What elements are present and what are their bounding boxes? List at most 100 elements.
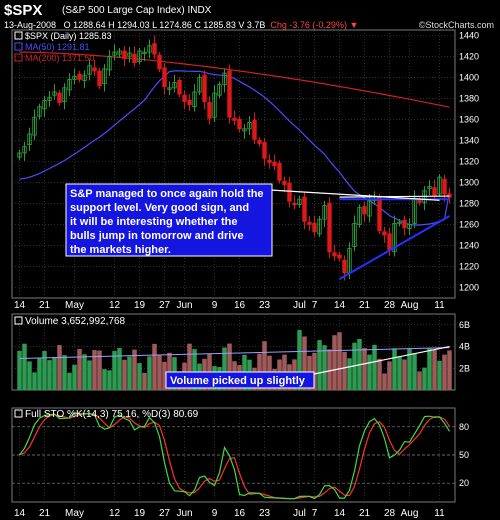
volume-bar: [377, 358, 382, 390]
candle-body: [287, 182, 292, 202]
volume-bar: [407, 348, 412, 390]
volume-bar: [332, 335, 337, 390]
volume-bar: [317, 340, 322, 390]
candle-body: [132, 53, 137, 64]
candle-body: [77, 73, 82, 80]
volume-bar: [302, 336, 307, 390]
candle-body: [167, 87, 172, 90]
volume-bar: [397, 356, 402, 390]
candle-body: [97, 70, 102, 87]
candle-body: [142, 51, 147, 55]
volume-bar: [312, 352, 317, 390]
candle-body: [162, 67, 167, 88]
price-legend-entry: MA(50) 1291.81: [25, 42, 90, 52]
price-annotation-text: the markets higher.: [70, 244, 171, 256]
price-y-tick-label: 1300: [459, 177, 479, 187]
volume-bar: [122, 359, 127, 390]
candle-body: [237, 118, 242, 130]
x-tick-label-bottom: 23: [259, 508, 271, 519]
quote-change: Chg -3.76 (-0.29%) ▼: [270, 20, 359, 30]
volume-bar: [362, 348, 367, 390]
price-panel: [11, 29, 456, 299]
x-tick-label-bottom: Jul: [293, 508, 306, 519]
candle-body: [262, 142, 267, 159]
volume-bar: [402, 359, 407, 390]
candle-body: [417, 199, 422, 203]
price-legend-entry: $SPX (Daily) 1285.83: [25, 31, 112, 41]
candle-body: [57, 92, 62, 103]
candle-body: [127, 52, 132, 57]
price-y-tick-label: 1380: [459, 93, 479, 103]
x-tick-label-top: 9: [212, 300, 218, 311]
volume-bar: [192, 349, 197, 390]
candle-body: [47, 96, 52, 101]
x-tick-label-bottom: 28: [384, 508, 396, 519]
candle-body: [22, 146, 27, 154]
price-annotation-box: [65, 183, 273, 257]
volume-bar: [57, 345, 62, 390]
x-tick-label-top: Jul: [293, 300, 306, 311]
price-y-tick-label: 1200: [459, 282, 479, 292]
x-tick-label-top: May: [65, 300, 84, 311]
sto-y-tick-label: 20: [459, 478, 469, 488]
sto-legend: Full STO %K(14,3) 75.16, %D(3) 80.69: [25, 409, 199, 420]
price-y-tick-label: 1240: [459, 240, 479, 250]
volume-bar: [132, 349, 137, 390]
candle-body: [202, 74, 207, 102]
candle-body: [187, 99, 192, 106]
volume-bar: [87, 360, 92, 390]
stockcharts-credit: ©StockCharts.com: [418, 20, 494, 30]
candle-body: [207, 102, 212, 119]
candle-body: [67, 78, 72, 91]
candle-body: [112, 51, 117, 56]
volume-bar: [67, 372, 72, 390]
candle-body: [27, 133, 32, 146]
candle-body: [307, 221, 312, 225]
x-tick-label-bottom: 19: [134, 508, 146, 519]
candle-body: [137, 50, 142, 62]
candle-body: [172, 82, 177, 89]
candle-body: [62, 87, 67, 102]
candle-body: [117, 50, 122, 55]
volume-bar: [427, 348, 432, 390]
volume-bar: [432, 349, 437, 390]
price-y-tick-label: 1260: [459, 219, 479, 229]
legend-swatch: [14, 31, 23, 40]
candle-body: [182, 94, 187, 102]
x-tick-label-bottom: Aug: [401, 508, 419, 519]
volume-annotation-pointer: [313, 345, 450, 375]
volume-bar: [322, 345, 327, 390]
volume-average-line: [19, 347, 450, 360]
volume-bar: [37, 358, 42, 390]
x-tick-label-top: 14: [14, 300, 26, 311]
x-tick-label-top: 23: [259, 300, 271, 311]
volume-bar: [187, 343, 192, 390]
volume-bar: [142, 372, 147, 390]
candle-body: [247, 122, 252, 130]
volume-bar: [382, 373, 387, 390]
horizontal-support-line: [339, 195, 450, 198]
x-tick-label-top: 11: [434, 300, 445, 311]
volume-bar: [127, 356, 132, 390]
x-tick-label-bottom: 9: [212, 508, 218, 519]
rising-support-trendline: [339, 215, 450, 280]
candle-body: [337, 254, 342, 259]
volume-bar: [392, 348, 397, 390]
candle-body: [312, 222, 317, 233]
legend-swatch: [14, 42, 23, 51]
candle-body: [382, 231, 387, 236]
candle-body: [342, 259, 347, 274]
volume-bar: [437, 360, 442, 390]
price-y-tick-label: 1220: [459, 261, 479, 271]
volume-bar: [342, 351, 347, 390]
quote-line: 13-Aug-2008 O 1288.64 H 1294.03 L 1274.8…: [4, 20, 358, 30]
candle-body: [87, 65, 92, 75]
candle-body: [42, 99, 47, 110]
volume-bar: [62, 355, 67, 390]
candle-body: [362, 206, 367, 215]
volume-bar: [97, 350, 102, 390]
candle-body: [82, 74, 87, 81]
volume-bar: [167, 352, 172, 390]
